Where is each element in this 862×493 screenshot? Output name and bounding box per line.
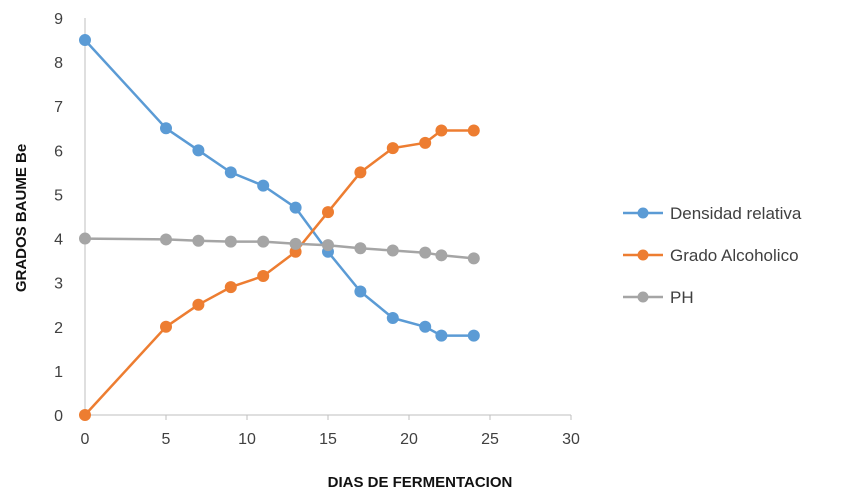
x-tick-label: 5 bbox=[162, 431, 171, 448]
y-tick-label: 1 bbox=[54, 364, 63, 381]
data-point-grado-alcoholico bbox=[386, 142, 399, 155]
data-point-grado-alcoholico bbox=[467, 124, 480, 137]
y-tick-label: 7 bbox=[54, 99, 63, 116]
series-ph bbox=[79, 232, 480, 265]
x-tick-label: 30 bbox=[562, 431, 580, 448]
data-point-ph bbox=[224, 235, 237, 248]
data-point-ph bbox=[386, 244, 399, 257]
series-grado-alcoholico bbox=[79, 124, 480, 421]
y-tick-label: 9 bbox=[54, 11, 63, 28]
data-point-ph bbox=[322, 239, 334, 252]
data-point-densidad-relativa bbox=[192, 144, 205, 157]
data-point-densidad-relativa bbox=[435, 329, 448, 342]
data-point-densidad-relativa bbox=[160, 122, 172, 135]
x-tick-label: 25 bbox=[481, 431, 499, 448]
series-line-densidad-relativa bbox=[84, 39, 474, 337]
data-point-densidad-relativa bbox=[257, 179, 270, 192]
data-point-ph bbox=[192, 234, 205, 247]
legend-item-ph: PH bbox=[623, 288, 694, 307]
legend-label: PH bbox=[670, 288, 694, 307]
data-point-densidad-relativa bbox=[419, 320, 432, 333]
x-tick-label: 10 bbox=[238, 431, 256, 448]
data-point-densidad-relativa bbox=[386, 311, 399, 324]
series-line-ph bbox=[84, 237, 474, 260]
data-point-grado-alcoholico bbox=[160, 320, 172, 333]
data-point-ph bbox=[354, 242, 367, 255]
data-point-grado-alcoholico bbox=[192, 298, 205, 311]
data-point-ph bbox=[435, 249, 448, 262]
y-tick-label: 2 bbox=[54, 320, 63, 337]
data-point-grado-alcoholico bbox=[419, 136, 432, 149]
data-point-ph bbox=[79, 232, 91, 245]
x-tick-labels: 0 5 10 15 20 25 30 bbox=[81, 415, 580, 448]
legend-item-densidad-relativa: Densidad relativa bbox=[623, 204, 802, 223]
y-tick-labels: 0 1 2 3 4 5 6 7 8 9 bbox=[54, 11, 63, 425]
data-point-densidad-relativa bbox=[224, 166, 237, 179]
series-densidad-relativa bbox=[79, 34, 480, 342]
data-point-densidad-relativa bbox=[467, 329, 480, 342]
y-tick-label: 8 bbox=[54, 55, 63, 72]
legend-label: Grado Alcoholico bbox=[670, 246, 799, 265]
x-tick-label: 15 bbox=[319, 431, 337, 448]
data-point-densidad-relativa bbox=[354, 285, 367, 298]
y-tick-label: 5 bbox=[54, 187, 63, 204]
legend-swatch-marker bbox=[637, 291, 649, 303]
data-point-grado-alcoholico bbox=[354, 166, 367, 179]
data-point-ph bbox=[289, 237, 302, 250]
y-tick-label: 3 bbox=[54, 276, 63, 293]
series-line-grado-alcoholico bbox=[84, 129, 474, 416]
series-group bbox=[79, 34, 480, 421]
data-point-grado-alcoholico bbox=[322, 206, 334, 219]
y-tick-label: 6 bbox=[54, 143, 63, 160]
legend-item-grado-alcoholico: Grado Alcoholico bbox=[623, 246, 799, 265]
data-point-densidad-relativa bbox=[289, 201, 302, 214]
x-tick-label: 20 bbox=[400, 431, 418, 448]
y-axis-title: GRADOS BAUME Be bbox=[13, 144, 30, 292]
legend-swatch-marker bbox=[637, 249, 649, 261]
data-point-grado-alcoholico bbox=[224, 281, 237, 294]
legend-swatch-marker bbox=[637, 207, 649, 219]
data-point-grado-alcoholico bbox=[79, 409, 91, 421]
data-point-grado-alcoholico bbox=[257, 270, 270, 283]
data-point-grado-alcoholico bbox=[435, 124, 448, 137]
data-point-densidad-relativa bbox=[79, 34, 91, 47]
y-tick-label: 0 bbox=[54, 408, 63, 425]
y-tick-label: 4 bbox=[54, 232, 63, 249]
data-point-ph bbox=[467, 252, 480, 265]
x-axis-title: DIAS DE FERMENTACION bbox=[328, 474, 513, 491]
legend-label: Densidad relativa bbox=[670, 204, 802, 223]
data-point-ph bbox=[257, 235, 270, 248]
legend: Densidad relativa Grado Alcoholico PH bbox=[623, 204, 802, 307]
data-point-ph bbox=[160, 233, 172, 246]
x-tick-label: 0 bbox=[81, 431, 90, 448]
data-point-ph bbox=[419, 246, 432, 259]
